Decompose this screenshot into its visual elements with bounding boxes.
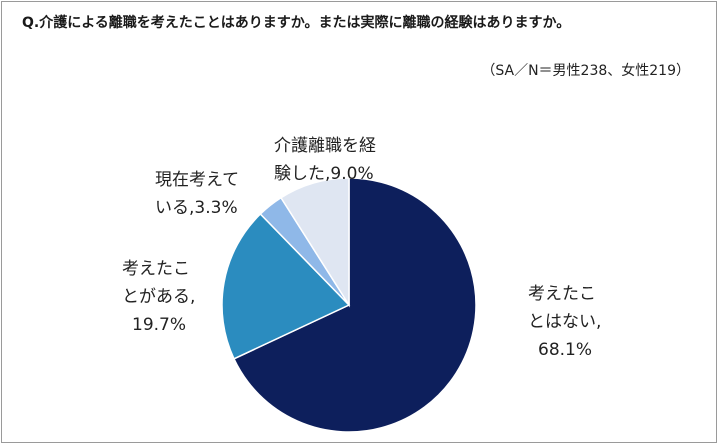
slice-experienced [279, 177, 350, 308]
slice-label-currently-considering: 現在考えて いる,3.3% [155, 170, 240, 218]
chart-title: Q.介護による離職を考えたことはありますか。または実際に離職の経験はありますか。 [22, 15, 571, 31]
sample-note: （SA／N＝男性238、女性219） [481, 63, 690, 79]
slice-label-never-considered: 考えたこ とはない, 68.1% [528, 284, 602, 360]
slice-label-have-considered: 考えたこ とがある, 19.7% [122, 259, 196, 335]
slice-label-experienced: 介護離職を経 験した,9.0% [274, 136, 376, 184]
slice-have-considered [221, 212, 351, 360]
slice-never-considered [232, 177, 477, 433]
